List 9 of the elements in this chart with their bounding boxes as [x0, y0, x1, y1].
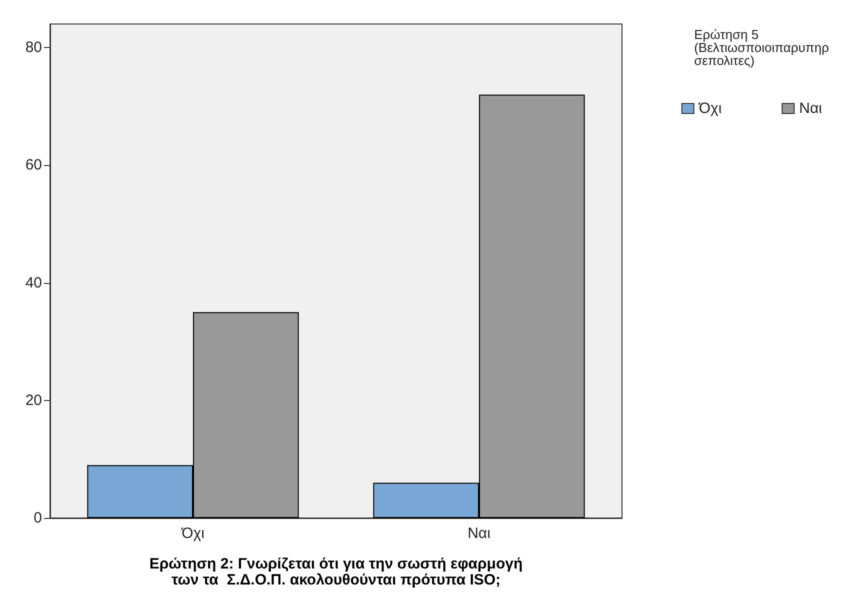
- legend-label: Ναι: [799, 100, 822, 117]
- x-axis-title: Ερώτηση 2: Γνωρίζεται ότι για την σωστή εφαρμογή των τα Σ.Δ.Ο.Π. ακολουθούνται πρότυπα ISO;: [149, 556, 523, 588]
- y-tick-label: 80: [25, 39, 42, 56]
- y-tick-label: 60: [25, 156, 42, 174]
- y-tick-label: 40: [25, 274, 42, 292]
- y-tick-label: 0: [34, 510, 42, 526]
- y-tick-label: 20: [25, 392, 42, 409]
- legend-title: Ερώτηση 5 (Βελτιωσποιοιπαρυπηρ σεπολιτες): [694, 27, 830, 68]
- legend-label: Όχι: [698, 100, 722, 117]
